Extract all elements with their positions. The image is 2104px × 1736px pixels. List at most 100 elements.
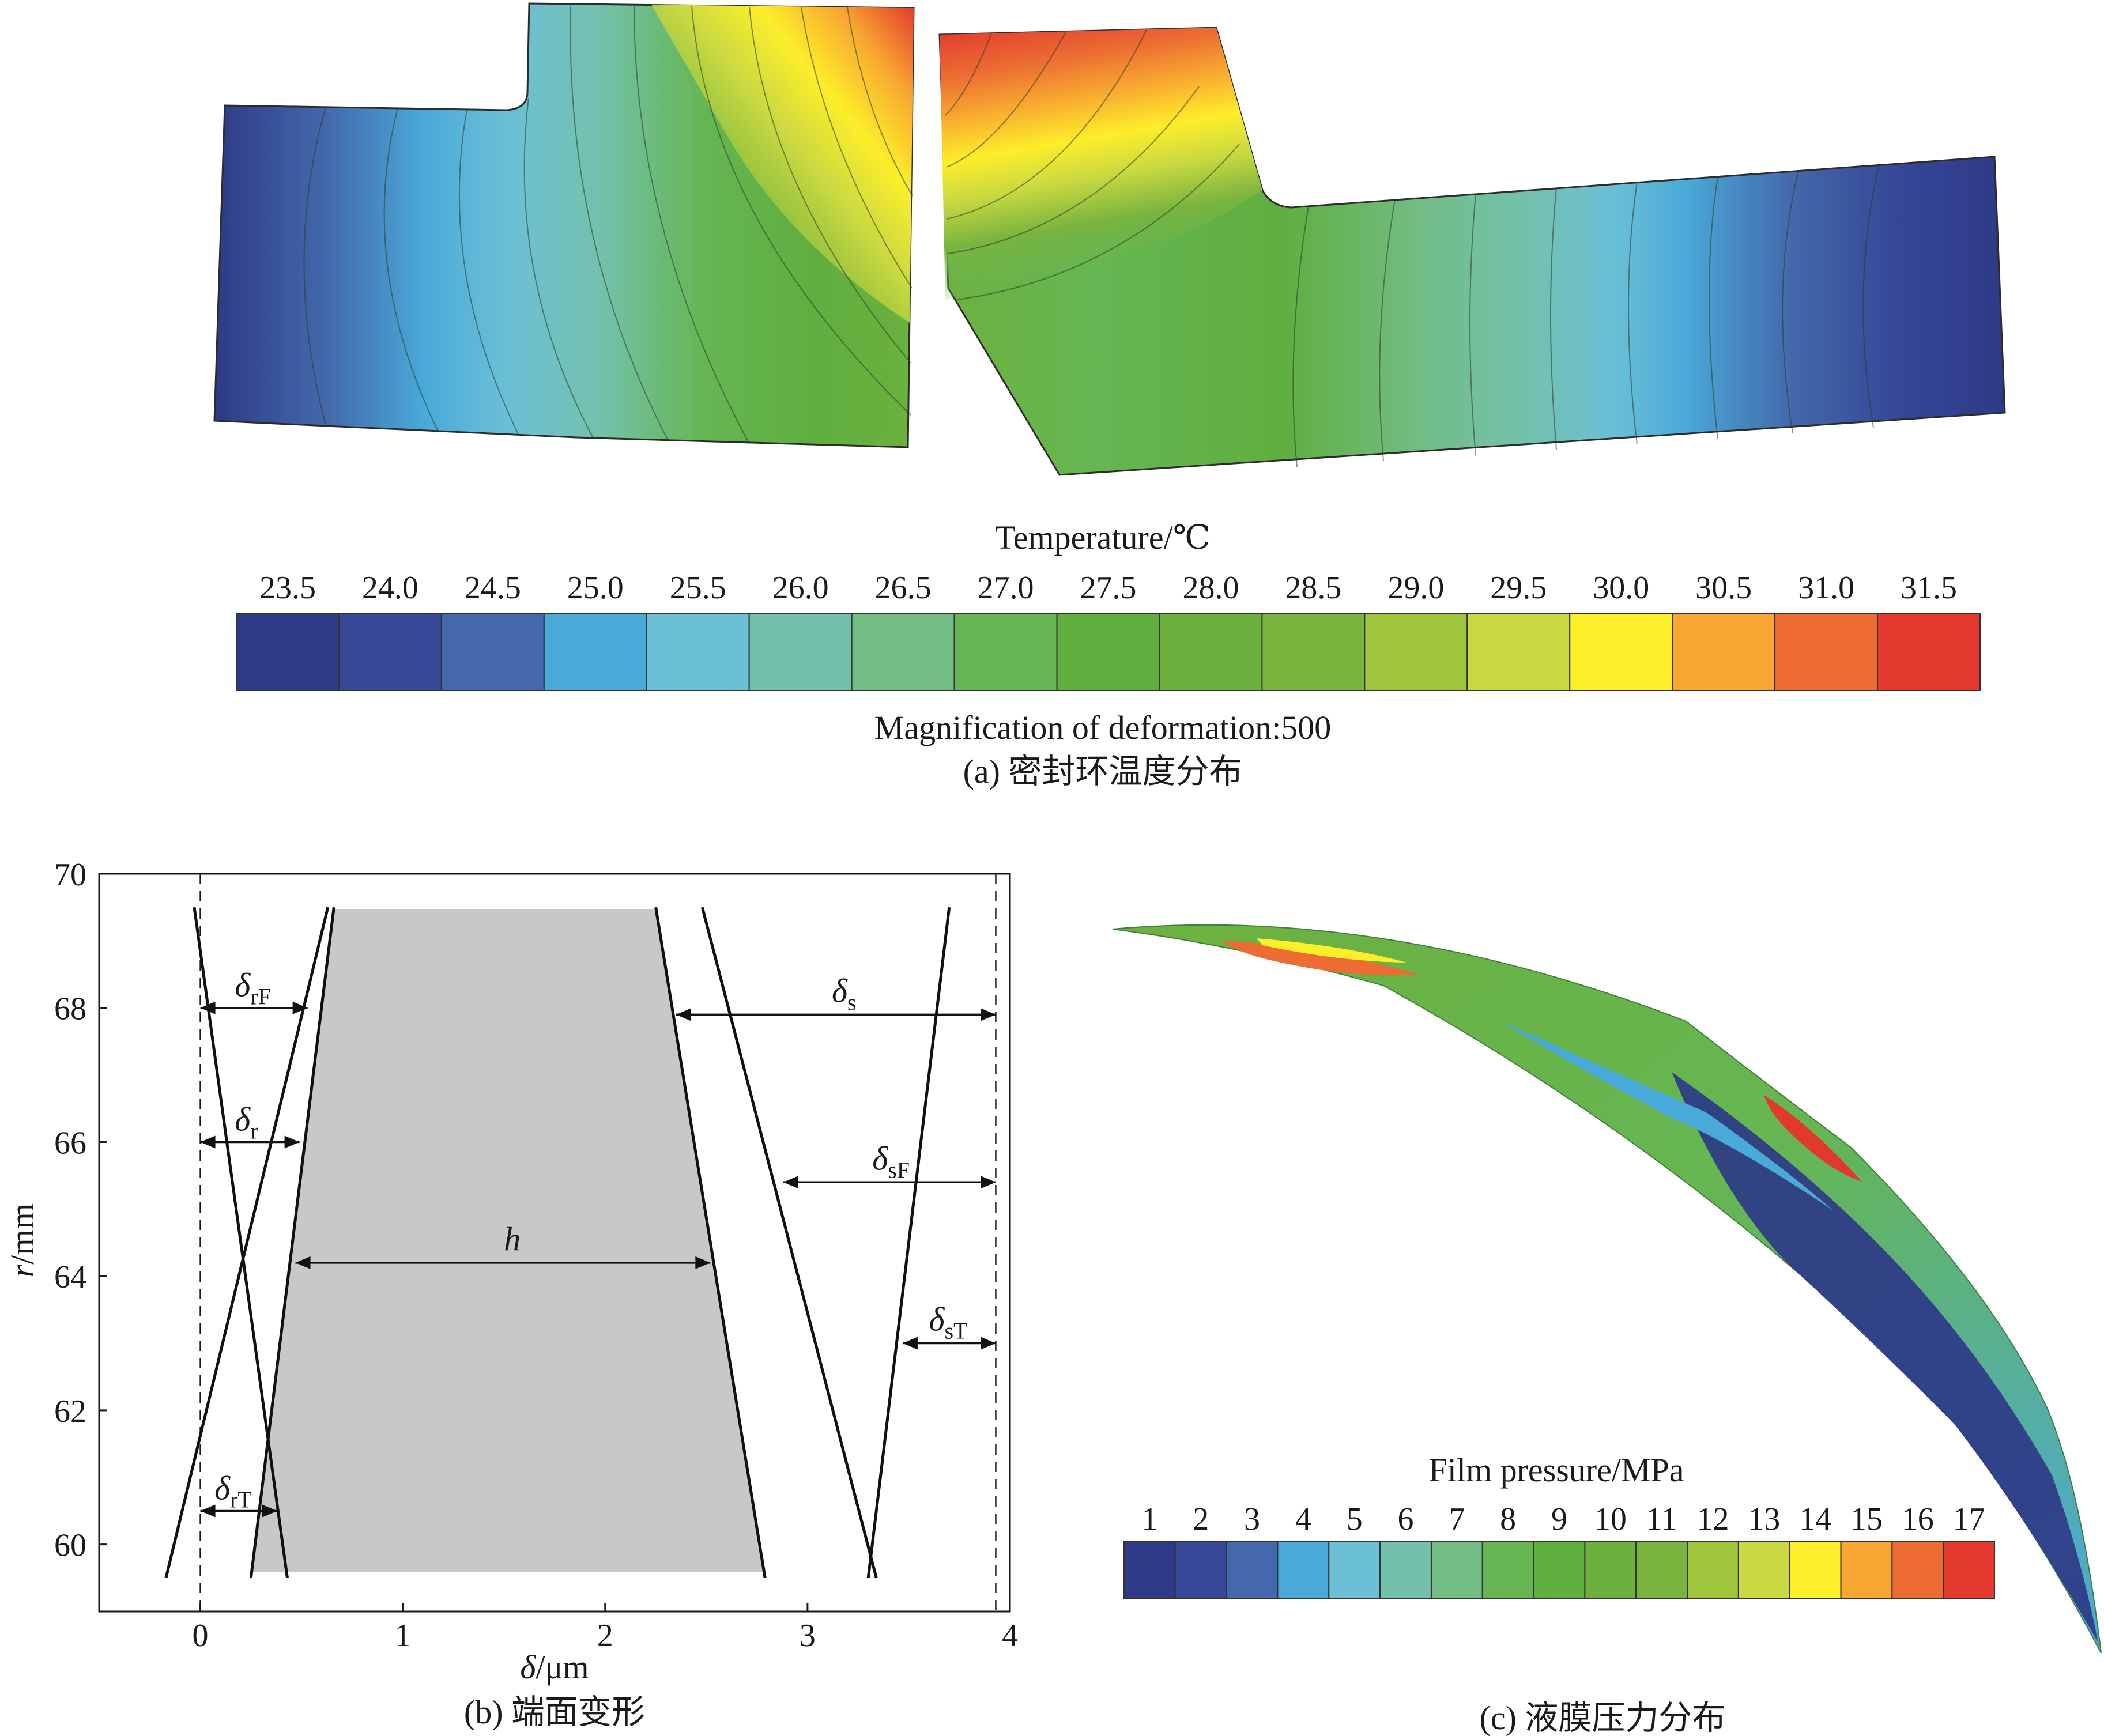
legend-title-film-pressure: Film pressure/MPa [1428, 1451, 1684, 1489]
colorbar-c-tick-label: 1 [1141, 1501, 1157, 1537]
film-high-pressure-rim-2 [1764, 1095, 1862, 1182]
arrow-head [783, 1176, 798, 1189]
colorbar-c-tick-label: 17 [1953, 1501, 1985, 1537]
colorbar-c-cell [1481, 1541, 1534, 1599]
arrow-head [981, 1008, 996, 1021]
colorbar-c-tick-label: 5 [1347, 1501, 1363, 1537]
film-low-pressure-band [1672, 1072, 2098, 1643]
arrow-head [200, 1001, 216, 1014]
y-axis-ticks: 60 62 64 66 68 70 [54, 857, 107, 1564]
colorbar-a-tick-label: 28.0 [1182, 570, 1239, 606]
x-axis-ticks: 0 1 2 3 4 [193, 1603, 1018, 1654]
colorbar-c-cell [1584, 1541, 1637, 1599]
magnification-label: Magnification of deformation:500 [874, 709, 1331, 746]
colorbar-a-tick-label: 27.0 [978, 570, 1034, 606]
colorbar-c-cell [1840, 1541, 1893, 1599]
panel-c: Film pressure/MPa 1 2 3 4 5 6 7 8 9 10 11 12 13 14 15 1… [1112, 924, 2102, 1736]
y-tick-label: 64 [54, 1259, 86, 1295]
colorbar-a-cell [748, 613, 853, 691]
colorbar-c-tick-label: 2 [1193, 1501, 1209, 1537]
colorbar-c-cell [1123, 1541, 1176, 1599]
colorbar-c-tick-label: 8 [1500, 1501, 1516, 1537]
colorbar-a-cell [1159, 613, 1263, 691]
colorbar-a-cell [1569, 613, 1673, 691]
right-ring-isotherms [945, 28, 1880, 467]
colorbar-a-tick-label: 25.5 [670, 570, 726, 606]
dimension-label: δs [832, 972, 857, 1015]
colorbar-c-tick-label: 6 [1398, 1501, 1414, 1537]
colorbar-a-tick-label: 27.5 [1080, 570, 1137, 606]
colorbar-c-cell [1226, 1541, 1279, 1599]
y-tick-label: 66 [54, 1125, 86, 1161]
arrow-head [676, 1008, 691, 1021]
colorbar-c-tick-label: 12 [1696, 1501, 1729, 1537]
dimension-label: δrT [214, 1469, 252, 1512]
panel-a: Temperature/℃ 23.5 24.0 24.5 25.0 25.5 26.0 26… [213, 2, 2006, 790]
colorbar-c-tick-label: 4 [1295, 1501, 1311, 1537]
y-tick-label: 68 [54, 991, 86, 1027]
y-tick-label: 62 [54, 1394, 86, 1429]
dimension-label: δsF [872, 1139, 910, 1183]
colorbar-a-cell [1877, 613, 1981, 691]
colorbar-a-tick-label: 24.5 [465, 570, 521, 606]
arrow-head [292, 1001, 308, 1014]
colorbar-a-tick-label: 29.0 [1387, 570, 1444, 606]
film-yellow-rim [1257, 938, 1407, 963]
colorbar-a-cell [851, 613, 955, 691]
colorbar-c-tick-label: 11 [1646, 1501, 1677, 1537]
y-tick-label: 60 [54, 1528, 86, 1564]
colorbar-a-cell [1466, 613, 1571, 691]
colorbar-c-tick-label: 7 [1449, 1501, 1465, 1537]
right-ring-hot-zone [940, 28, 1262, 300]
colorbar-a-cell [1261, 613, 1366, 691]
colorbar-a-tick-label: 24.0 [362, 570, 418, 606]
colorbar-c-tick-label: 14 [1799, 1501, 1831, 1537]
arrow-head [200, 1504, 216, 1518]
arrow-head [981, 1176, 996, 1189]
line-rF [164, 907, 330, 1579]
liquid-film-surface [1112, 924, 2102, 1654]
dimension-label: h [504, 1220, 521, 1258]
colorbar-a-tick-label: 23.5 [259, 570, 316, 606]
colorbar-a-cell [440, 613, 545, 691]
line-s [654, 907, 767, 1579]
dimension-labels: δrF δr h δrT δs δsF δsT [214, 967, 967, 1513]
colorbar-a-cell [646, 613, 750, 691]
colorbar-a-cell [236, 613, 340, 691]
colorbar-c-cell [1789, 1541, 1842, 1599]
colorbar-a-tick-label: 30.0 [1593, 570, 1649, 606]
colorbar-c-cell [1430, 1541, 1483, 1599]
colorbar-a-ticks: 23.5 24.0 24.5 25.0 25.5 26.0 26.5 27.0 27.5 28.0… [259, 570, 1957, 606]
dimension-label: δsT [929, 1301, 968, 1344]
colorbar-a-cell [543, 613, 647, 691]
colorbar-a-cell [953, 613, 1058, 691]
colorbar-c-tick-label: 15 [1850, 1501, 1883, 1537]
arrow-head [295, 1256, 311, 1269]
dimension-arrows [200, 1001, 996, 1518]
colorbar-a-cell [1364, 613, 1468, 691]
colorbar-a-cell [1774, 613, 1879, 691]
colorbar-a-tick-label: 29.5 [1490, 570, 1547, 606]
colorbar-c-cell [1891, 1541, 1944, 1599]
line-sF [700, 907, 878, 1579]
film-high-pressure-rim [1222, 941, 1418, 976]
line-r [249, 907, 335, 1579]
colorbar-c-cell [1687, 1541, 1739, 1599]
legend-title-temperature: Temperature/℃ [995, 519, 1210, 556]
colorbar-c-cell [1737, 1541, 1790, 1599]
arrow-head [284, 1135, 300, 1149]
right-seal-ring [938, 27, 2006, 476]
x-tick-label: 4 [1002, 1618, 1018, 1654]
left-ring-hot-zone [651, 5, 914, 323]
colorbar-c-ticks: 1 2 3 4 5 6 7 8 9 10 11 12 13 14 15 16 17 [1141, 1501, 1985, 1537]
arrow-head [902, 1337, 918, 1350]
colorbar-a-cell [1056, 613, 1160, 691]
colorbar-a-tick-label: 28.5 [1285, 570, 1341, 606]
x-tick-label: 2 [597, 1618, 613, 1654]
colorbar-c-tick-label: 3 [1244, 1501, 1260, 1537]
colorbar-c-cell [1943, 1541, 1996, 1599]
colorbar-a-tick-label: 31.5 [1901, 570, 1957, 606]
deformation-lines [164, 907, 951, 1579]
colorbar-a-cell [338, 613, 442, 691]
